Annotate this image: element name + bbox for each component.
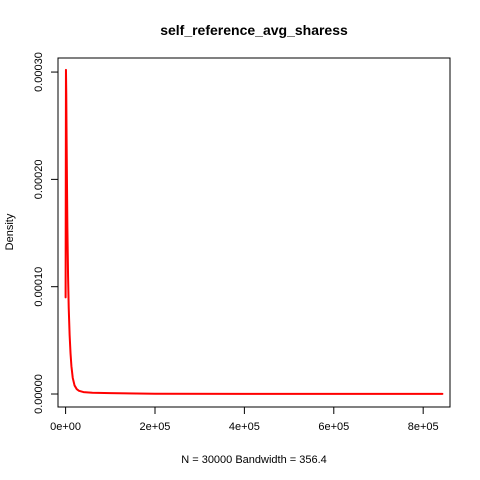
y-tick-label: 0.00000 xyxy=(33,374,45,414)
x-axis-label: N = 30000 Bandwidth = 356.4 xyxy=(181,454,327,466)
x-axis: 0e+00 2e+05 4e+05 6e+05 8e+05 xyxy=(50,406,439,433)
y-tick-label: 0.00010 xyxy=(33,267,45,307)
x-tick-label: 8e+05 xyxy=(408,421,439,433)
y-axis: 0.00000 0.00010 0.00020 0.00030 xyxy=(33,52,59,414)
x-tick-label: 4e+05 xyxy=(229,421,260,433)
chart-title: self_reference_avg_sharess xyxy=(160,22,348,38)
y-tick-label: 0.00030 xyxy=(33,52,45,92)
y-axis-label: Density xyxy=(4,213,16,250)
y-tick-label: 0.00020 xyxy=(33,159,45,199)
x-tick-label: 0e+00 xyxy=(50,421,81,433)
x-tick-label: 2e+05 xyxy=(140,421,171,433)
x-tick-label: 6e+05 xyxy=(318,421,349,433)
series-layer xyxy=(64,68,444,395)
density-curve xyxy=(64,68,444,395)
